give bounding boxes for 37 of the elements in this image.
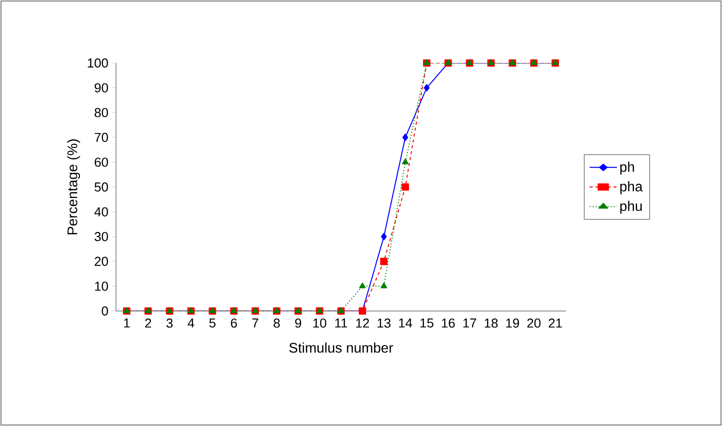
x-tick-label: 18 bbox=[484, 318, 498, 328]
y-tick-label: 100 bbox=[88, 58, 108, 68]
y-tick-label: 20 bbox=[94, 256, 108, 266]
x-tick-label: 10 bbox=[313, 318, 326, 328]
x-tick-label: 3 bbox=[166, 318, 173, 328]
x-tick-label: 21 bbox=[548, 318, 562, 328]
x-tick-label: 6 bbox=[230, 318, 237, 328]
x-tick-label: 9 bbox=[295, 318, 302, 328]
x-tick-label: 7 bbox=[252, 318, 258, 328]
y-tick-label: 50 bbox=[94, 182, 108, 192]
x-tick-label: 4 bbox=[188, 318, 194, 328]
x-tick-label: 13 bbox=[378, 318, 390, 328]
x-axis-title: Stimulus number bbox=[289, 342, 394, 353]
x-tick-label: 11 bbox=[335, 318, 348, 328]
x-tick-label: 15 bbox=[420, 318, 434, 328]
x-tick-label: 1 bbox=[124, 318, 130, 328]
y-tick-label: 90 bbox=[94, 83, 108, 92]
x-tick-label: 14 bbox=[399, 318, 412, 328]
y-tick-label: 60 bbox=[94, 158, 108, 167]
y-tick-label: 80 bbox=[94, 108, 108, 118]
y-tick-label: 70 bbox=[94, 132, 108, 142]
x-tick-label: 20 bbox=[527, 318, 541, 328]
legend-label: pha bbox=[620, 181, 643, 194]
x-tick-label: 8 bbox=[274, 318, 280, 328]
x-tick-label: 19 bbox=[506, 318, 520, 328]
y-tick-label: 0 bbox=[102, 306, 108, 316]
x-tick-label: 17 bbox=[463, 318, 476, 328]
legend-label: ph bbox=[620, 162, 634, 175]
x-tick-label: 16 bbox=[442, 318, 455, 328]
y-tick-label: 40 bbox=[94, 207, 108, 216]
x-tick-label: 2 bbox=[145, 318, 152, 328]
legend-label: phu bbox=[620, 200, 642, 214]
y-tick-label: 30 bbox=[94, 232, 108, 242]
y-tick-label: 10 bbox=[95, 282, 108, 291]
x-tick-label: 5 bbox=[209, 318, 216, 328]
y-axis-title: Percentage (%) bbox=[67, 139, 80, 234]
x-tick-label: 12 bbox=[356, 318, 369, 328]
